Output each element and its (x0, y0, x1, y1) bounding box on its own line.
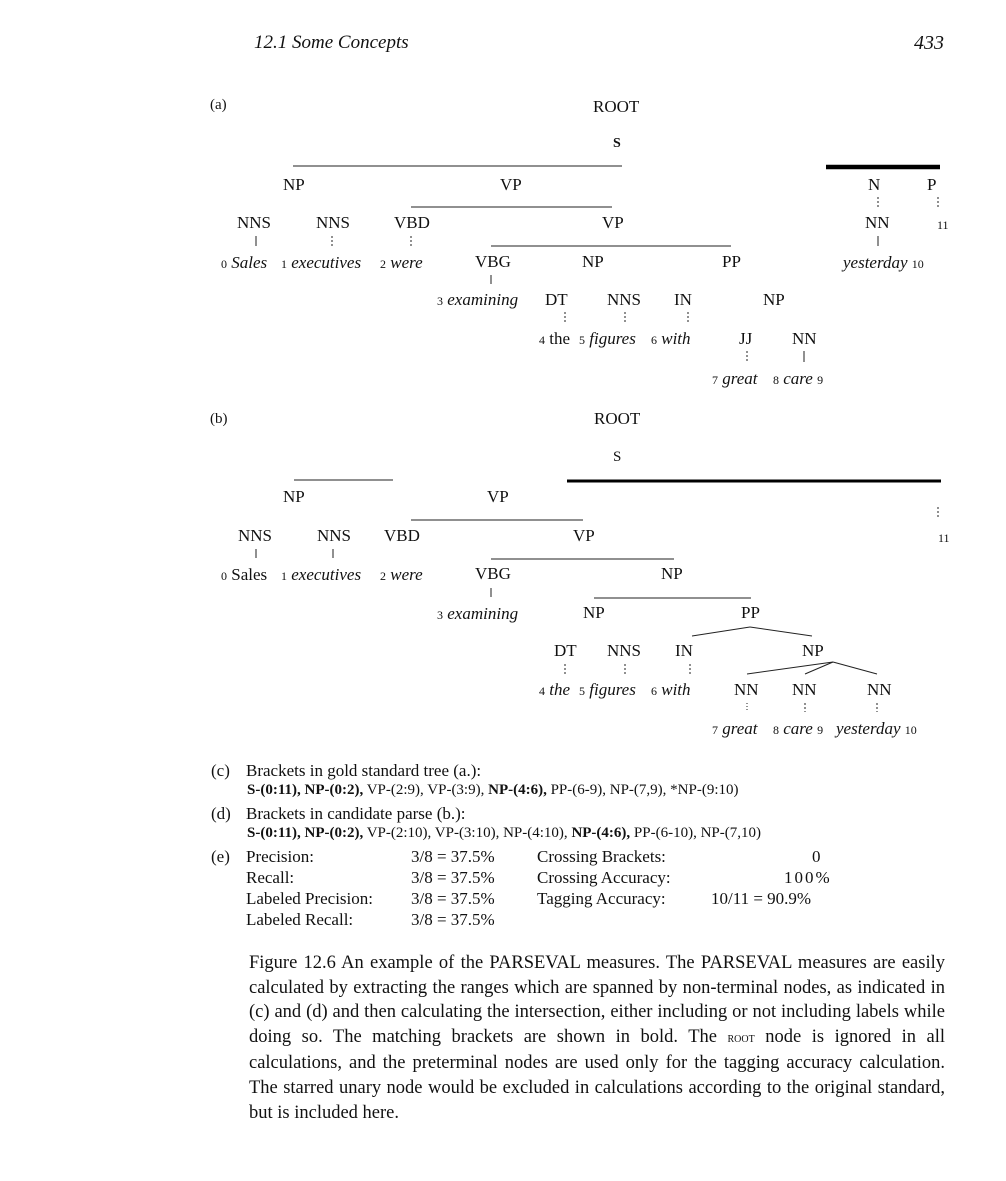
tree-a-word-9: yesterday 10 (843, 253, 924, 272)
tree-a-node-nn-yesterday: NN (865, 213, 890, 232)
metric-crossing-accuracy-name: Crossing Accuracy: (537, 868, 671, 887)
figure-caption: Figure 12.6 An example of the PARSEVAL m… (249, 953, 946, 1123)
tree-b-node-nns2: NNS (317, 526, 352, 545)
tree-b-node-vbd: VBD (384, 526, 420, 545)
tree-a-word-2: 2 were (380, 253, 423, 272)
tree-b-node-nns1: NNS (238, 526, 273, 545)
tree-a-node-np2: NP (582, 252, 604, 271)
tree-b-node-np4: NP (802, 641, 824, 660)
metric-precision-name: Precision: (246, 847, 314, 866)
tree-a-node-nns2: NNS (316, 213, 351, 232)
brackets-c-title: Brackets in gold standard tree (a.): (246, 761, 482, 780)
tree-b-node-np3: NP (583, 603, 605, 622)
tree-a-node-nn: NN (792, 329, 817, 348)
tree-a-node-np: NP (283, 175, 305, 194)
tree-a-word-0: 0 Sales (221, 253, 268, 272)
tree-a-node-np3: NP (763, 290, 785, 309)
tree-b-word-1: 1 executives (281, 565, 362, 584)
metric-tagging-accuracy-name: Tagging Accuracy: (537, 889, 666, 908)
brackets-d-list: S-(0:11), NP-(0:2), VP-(2:10), VP-(3:10)… (247, 825, 761, 841)
tree-a-word-8: 8 care 9 (773, 369, 824, 388)
tree-b-node-s: S (613, 449, 622, 465)
tree-b-word-2: 2 were (380, 565, 423, 584)
tree-b-word-6: 6 with (651, 680, 691, 699)
metrics-label: (e) (211, 847, 230, 866)
brackets-d-label: (d) (211, 804, 231, 823)
tree-b-word-0: 0 Sales (221, 565, 268, 584)
tree-b-node-root: ROOT (594, 409, 641, 428)
metric-labeled-recall-value: 3/8 = 37.5% (411, 910, 495, 929)
tree-b-word-3: 3 examining (437, 604, 519, 623)
page-number: 433 (914, 32, 944, 54)
metric-crossing-brackets-value: 0 (812, 847, 821, 866)
brackets-c-list: S-(0:11), NP-(0:2), VP-(2:9), VP-(3:9), … (247, 782, 739, 798)
tree-b-word-8: 8 care 9 (773, 719, 824, 738)
tree-a-node-n: N (868, 175, 881, 194)
tree-a-word-7: 7 great (712, 369, 758, 388)
tree-b-node-nn3: NN (867, 680, 892, 699)
tree-b-node-nn2: NN (792, 680, 817, 699)
tree-b-node-in: IN (675, 641, 693, 660)
tree-b-word-5: 5 figures (579, 680, 636, 699)
tree-b-node-pp: PP (741, 603, 760, 622)
tree-a-node-pp: PP (722, 252, 741, 271)
metric-crossing-brackets-name: Crossing Brackets: (537, 847, 666, 866)
tree-b-word-9: yesterday 10 (836, 719, 917, 738)
metric-labeled-precision-value: 3/8 = 37.5% (411, 889, 495, 908)
tree-a-node-jj: JJ (739, 329, 753, 348)
tree-b-index-11: 11 (938, 531, 950, 545)
tree-a-word-6: 6 with (651, 329, 691, 348)
metric-precision-value: 3/8 = 37.5% (411, 847, 495, 866)
tree-a-node-in: IN (674, 290, 692, 309)
metric-tagging-accuracy-value: 10/11 = 90.9% (711, 889, 812, 908)
metric-crossing-accuracy-value: 100% (784, 868, 832, 887)
metric-recall-value: 3/8 = 37.5% (411, 868, 495, 887)
brackets-d-title: Brackets in candidate parse (b.): (246, 804, 466, 823)
tree-b-node-vp2: VP (573, 526, 595, 545)
tree-a-node-vbg: VBG (475, 252, 511, 271)
running-header-section: 12.1 Some Concepts (254, 32, 409, 53)
tree-a-node-nns1: NNS (237, 213, 272, 232)
brackets-c-label: (c) (211, 761, 230, 780)
tree-a-node-p: P (927, 175, 937, 194)
tree-a-node-vp: VP (500, 175, 522, 194)
tree-a-word-3: 3 examining (437, 290, 519, 309)
tree-a-node-s: S (613, 136, 621, 151)
tree-b-node-nns3: NNS (607, 641, 642, 660)
tree-b-label: (b) (210, 411, 228, 427)
tree-a-node-vp2: VP (602, 213, 624, 232)
tree-a-index-11: 11 (937, 218, 949, 232)
tree-a-label: (a) (210, 97, 227, 113)
tree-a-node-root: ROOT (593, 97, 640, 116)
tree-b-node-np: NP (283, 487, 305, 506)
tree-b-node-dt: DT (554, 641, 577, 660)
tree-b-node-nn1: NN (734, 680, 759, 699)
metric-labeled-recall-name: Labeled Recall: (246, 910, 354, 929)
tree-a-node-vbd: VBD (394, 213, 430, 232)
tree-a-word-5: 5 figures (579, 329, 636, 348)
metric-recall-name: Recall: (246, 868, 295, 887)
tree-b-node-vp: VP (487, 487, 509, 506)
tree-branch-lines (255, 164, 941, 712)
metric-labeled-precision-name: Labeled Precision: (246, 889, 373, 908)
tree-a-node-dt: DT (545, 290, 568, 309)
tree-b-node-vbg: VBG (475, 564, 511, 583)
tree-b-word-7: 7 great (712, 719, 758, 738)
tree-a-word-4: 4 the (539, 329, 571, 348)
tree-b-word-4: 4 the (539, 680, 571, 699)
tree-a-node-nns3: NNS (607, 290, 642, 309)
tree-a-word-1: 1 executives (281, 253, 362, 272)
tree-b-node-np2: NP (661, 564, 683, 583)
